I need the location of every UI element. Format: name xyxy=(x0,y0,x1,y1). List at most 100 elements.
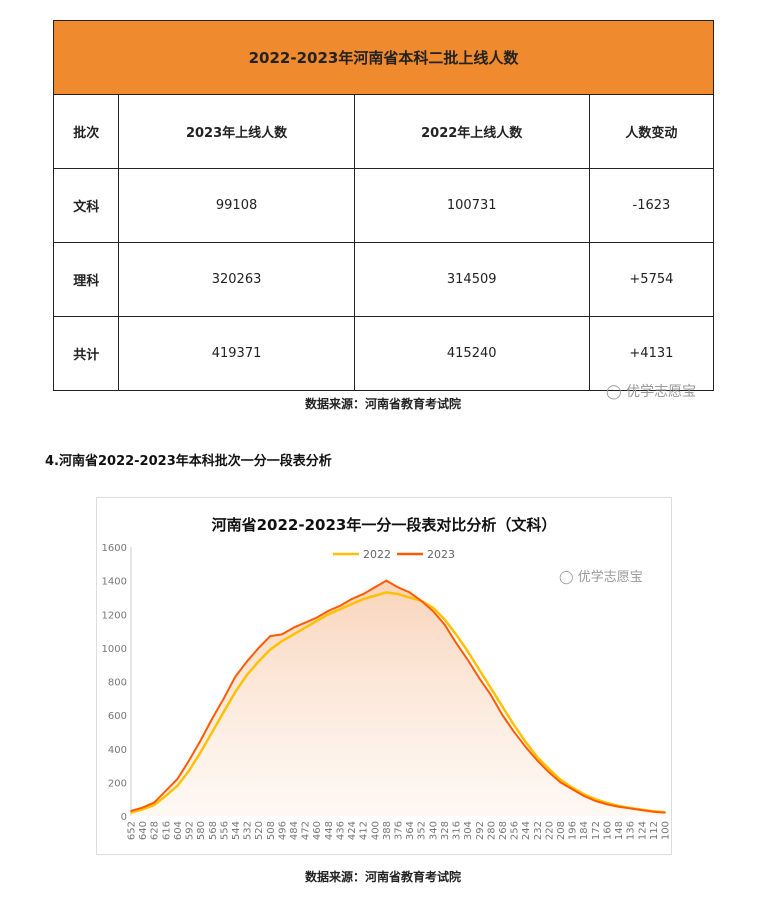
data-point-2022 xyxy=(176,784,179,787)
data-point-2023 xyxy=(153,801,156,804)
data-point-2023 xyxy=(640,809,643,811)
data-point-2023 xyxy=(315,616,318,619)
y-tick-label: 1600 xyxy=(102,543,127,554)
data-point-2023 xyxy=(652,810,655,813)
col-header: 批次 xyxy=(52,94,120,169)
data-source: 数据来源：河南省教育考试院 xyxy=(304,870,461,884)
data-point-2023 xyxy=(490,694,492,696)
data-point-2022 xyxy=(455,633,457,636)
data-point-2023 xyxy=(664,811,666,814)
data-point-2022 xyxy=(339,608,341,611)
cell: 320263 xyxy=(118,242,355,317)
data-point-2023 xyxy=(559,781,562,784)
data-point-2022 xyxy=(432,606,434,609)
data-point-2023 xyxy=(223,697,225,700)
data-point-2023 xyxy=(617,805,620,808)
data-point-2023 xyxy=(455,642,457,644)
x-tick-label: 520 xyxy=(254,821,265,840)
data-point-2023 xyxy=(188,759,190,762)
data-point-2023 xyxy=(199,739,202,742)
cell: 415240 xyxy=(353,316,590,391)
x-tick-label: 352 xyxy=(417,821,428,840)
data-point-2022 xyxy=(153,804,156,806)
data-point-2023 xyxy=(606,803,608,806)
cell: +4131 xyxy=(588,316,715,391)
col-header: 2022年上线人数 xyxy=(353,94,590,169)
x-tick-label: 172 xyxy=(591,821,602,840)
data-point-2022 xyxy=(385,591,388,594)
data-point-2023 xyxy=(629,807,631,810)
x-tick-label: 328 xyxy=(440,821,451,840)
cell: 99108 xyxy=(118,168,355,243)
cell: 文科 xyxy=(52,168,120,243)
x-tick-label: 136 xyxy=(626,821,637,840)
x-tick-label: 460 xyxy=(312,821,323,840)
data-point-2022 xyxy=(292,633,295,636)
x-tick-label: 256 xyxy=(510,821,521,840)
x-tick-label: 496 xyxy=(277,821,288,840)
x-tick-label: 436 xyxy=(335,821,346,840)
data-point-2022 xyxy=(524,741,527,743)
cell: 100731 xyxy=(353,168,590,243)
watermark-logo: ◯ 优学志愿宝 xyxy=(606,384,697,400)
x-tick-label: 640 xyxy=(138,821,149,840)
data-point-2023 xyxy=(362,593,364,595)
cell: 理科 xyxy=(52,242,120,317)
x-tick-label: 124 xyxy=(637,821,648,840)
data-point-2023 xyxy=(246,660,248,663)
data-point-2022 xyxy=(559,779,562,781)
y-tick-label: 200 xyxy=(108,778,127,789)
x-tick-label: 316 xyxy=(452,821,463,840)
chart-title: 河南省2022-2023年一分一段表对比分析（文科） xyxy=(212,516,557,534)
cell: 419371 xyxy=(118,316,355,391)
data-point-2023 xyxy=(466,658,469,661)
data-point-2022 xyxy=(141,808,144,811)
y-tick-label: 1400 xyxy=(102,577,127,588)
x-tick-label: 424 xyxy=(347,821,358,840)
x-tick-label: 556 xyxy=(219,821,230,840)
area-2023 xyxy=(131,580,665,816)
data-point-2022 xyxy=(466,650,469,653)
data-point-2022 xyxy=(501,705,504,708)
data-point-2022 xyxy=(246,673,248,676)
x-tick-label: 268 xyxy=(498,821,509,840)
x-tick-label: 244 xyxy=(521,821,532,840)
x-tick-label: 340 xyxy=(428,821,439,840)
x-tick-label: 472 xyxy=(301,821,312,840)
data-point-2023 xyxy=(432,610,434,612)
data-point-2022 xyxy=(327,613,330,616)
x-tick-label: 196 xyxy=(568,821,579,840)
table-header-row: 批次 2023年上线人数 2022年上线人数 人数变动 xyxy=(52,94,715,169)
data-point-2022 xyxy=(211,731,214,733)
legend: 2022 2023 xyxy=(333,548,455,561)
data-point-2022 xyxy=(536,756,539,758)
data-point-2022 xyxy=(397,593,399,595)
data-point-2023 xyxy=(420,600,423,602)
data-point-2022 xyxy=(443,618,446,621)
data-point-2022 xyxy=(350,603,353,605)
cell: 314509 xyxy=(353,242,590,317)
data-point-2023 xyxy=(327,610,330,612)
x-tick-label: 568 xyxy=(208,821,219,840)
x-tick-label: 412 xyxy=(359,821,370,840)
data-point-2022 xyxy=(269,648,272,651)
data-point-2023 xyxy=(443,623,446,626)
data-point-2022 xyxy=(513,724,515,727)
data-point-2022 xyxy=(165,795,167,797)
cell: -1623 xyxy=(588,168,715,243)
x-tick-label: 628 xyxy=(150,821,161,840)
data-point-2023 xyxy=(165,789,167,792)
data-point-2022 xyxy=(362,598,364,600)
data-point-2023 xyxy=(571,788,573,790)
y-tick-label: 600 xyxy=(108,711,127,722)
x-tick-label: 376 xyxy=(394,821,405,840)
x-tick-label: 232 xyxy=(533,821,544,840)
x-tick-label: 148 xyxy=(614,821,625,840)
data-point-2023 xyxy=(292,626,295,629)
table-row: 文科 99108 100731 -1623 xyxy=(52,168,715,243)
x-tick-label: 304 xyxy=(463,821,474,840)
x-tick-label: 280 xyxy=(486,821,497,840)
data-point-2023 xyxy=(548,771,550,774)
y-tick-label: 1200 xyxy=(102,610,127,621)
x-tick-label: 544 xyxy=(231,821,242,840)
